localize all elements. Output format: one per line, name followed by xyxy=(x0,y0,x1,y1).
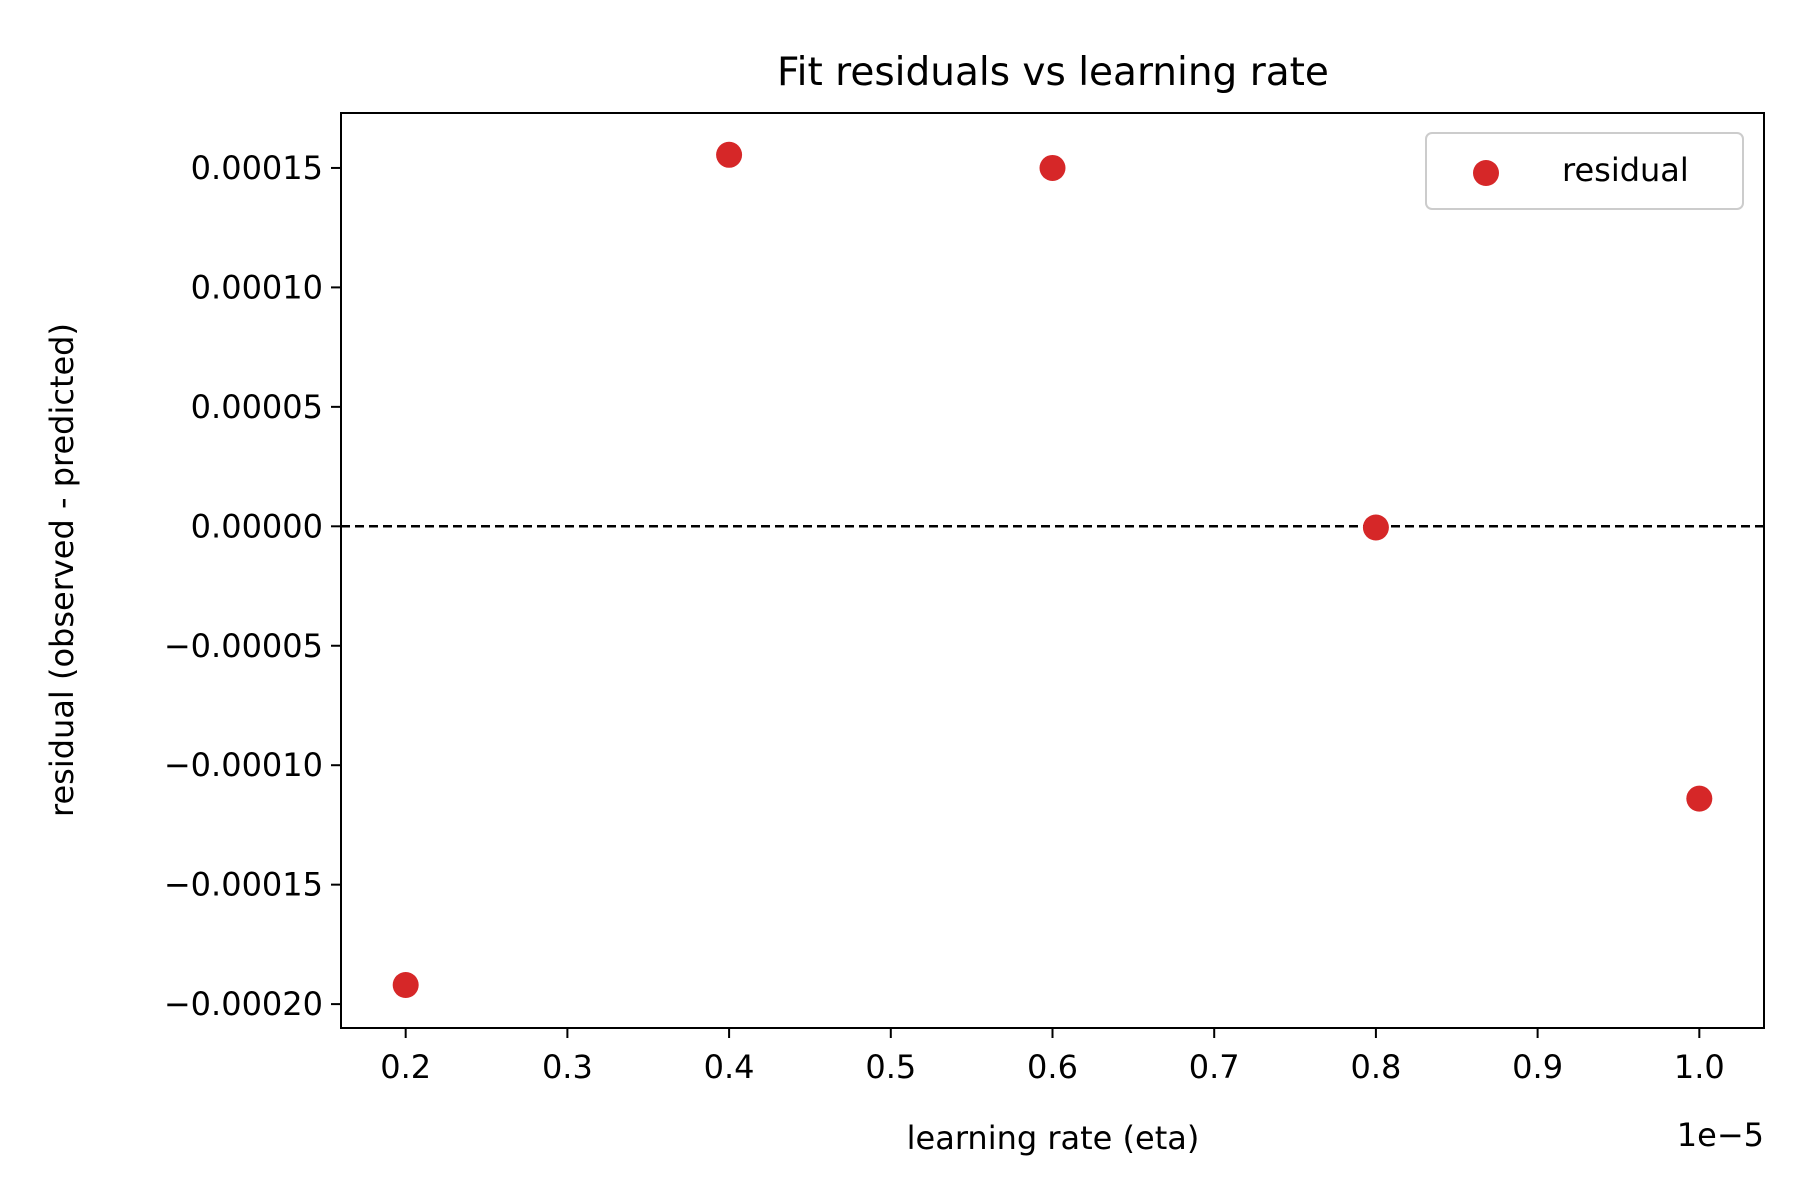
data-point xyxy=(1362,514,1389,541)
y-tick-label: −0.00010 xyxy=(164,746,323,784)
x-tick-label: 1.0 xyxy=(1674,1048,1725,1086)
y-tick-label: 0.00015 xyxy=(191,149,323,187)
data-point xyxy=(1686,785,1713,812)
x-tick-label: 0.6 xyxy=(1027,1048,1078,1086)
legend-label: residual xyxy=(1562,151,1689,189)
x-tick-label: 0.7 xyxy=(1189,1048,1240,1086)
y-axis-label: residual (observed - predicted) xyxy=(43,323,81,817)
x-axis-label: learning rate (eta) xyxy=(907,1119,1200,1157)
x-axis-offset-text: 1e−5 xyxy=(1677,1116,1764,1154)
legend-marker xyxy=(1473,160,1499,186)
x-axis: 0.2 0.3 0.4 0.5 0.6 0.7 0.8 0.9 1.0 xyxy=(380,1028,1725,1086)
data-point xyxy=(716,141,743,168)
legend-box xyxy=(1425,132,1744,210)
legend: residual xyxy=(1425,132,1744,210)
y-tick-label: 0.00000 xyxy=(191,507,323,545)
chart-title: Fit residuals vs learning rate xyxy=(777,50,1329,95)
x-tick-label: 0.2 xyxy=(380,1048,431,1086)
x-tick-label: 0.5 xyxy=(865,1048,916,1086)
data-points xyxy=(392,141,1713,998)
x-tick-label: 0.3 xyxy=(542,1048,593,1086)
data-point xyxy=(392,971,419,998)
x-tick-label: 0.8 xyxy=(1350,1048,1401,1086)
data-point xyxy=(1039,154,1066,181)
y-tick-label: −0.00005 xyxy=(164,627,323,665)
x-tick-label: 0.4 xyxy=(704,1048,755,1086)
y-tick-label: −0.00015 xyxy=(164,866,323,904)
y-axis: 0.00015 0.00010 0.00005 0.00000 −0.00005 −0.0… xyxy=(164,149,341,1023)
y-tick-label: 0.00005 xyxy=(191,388,323,426)
y-tick-label: 0.00010 xyxy=(191,268,323,306)
x-tick-label: 0.9 xyxy=(1512,1048,1563,1086)
y-tick-label: −0.00020 xyxy=(164,985,323,1023)
